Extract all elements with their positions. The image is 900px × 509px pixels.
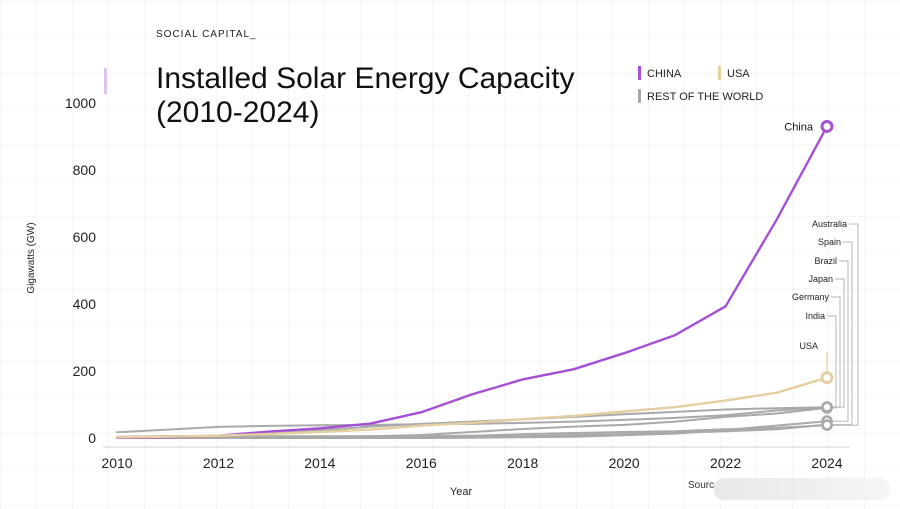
series-label-brazil: Brazil bbox=[814, 256, 837, 266]
series-label-spain: Spain bbox=[818, 237, 841, 247]
x-tick-label: 2016 bbox=[406, 455, 437, 471]
x-tick-label: 2010 bbox=[101, 455, 132, 471]
x-tick-label: 2022 bbox=[710, 455, 741, 471]
y-axis-ticks: 0 200 400 600 800 1000 bbox=[65, 95, 96, 446]
series-labels: China USA India Germany Japan Brazil Spain Aust… bbox=[784, 121, 847, 351]
series-line-china bbox=[115, 125, 829, 439]
series-label-australia: Australia bbox=[812, 219, 847, 229]
obscured-source-text bbox=[714, 478, 890, 500]
legend-item-usa: USA bbox=[718, 66, 750, 80]
x-tick-label: 2018 bbox=[507, 455, 538, 471]
end-markers bbox=[820, 119, 834, 431]
series-label-germany: Germany bbox=[792, 292, 830, 302]
series-label-usa: USA bbox=[799, 341, 818, 351]
chart-title: Installed Solar Energy Capacity (2010-20… bbox=[156, 62, 616, 130]
y-tick-label: 200 bbox=[73, 363, 97, 379]
end-marker-japan bbox=[821, 401, 833, 413]
legend-swatch-china bbox=[638, 66, 641, 80]
legend-label-rest-of-world: REST OF THE WORLD bbox=[647, 91, 764, 103]
x-axis-ticks: 2010 2012 2014 2016 2018 2020 2022 2024 bbox=[101, 455, 842, 471]
legend-item-rest-of-world: REST OF THE WORLD bbox=[638, 89, 763, 103]
end-marker-usa bbox=[820, 371, 834, 385]
end-marker-china bbox=[820, 119, 834, 133]
series-label-india: India bbox=[805, 311, 825, 321]
x-tick-label: 2020 bbox=[609, 455, 640, 471]
source-label: Sourc bbox=[688, 480, 715, 491]
connector-brazil bbox=[831, 260, 849, 422]
y-tick-label: 600 bbox=[73, 229, 97, 245]
title-line-2: (2010-2024) bbox=[156, 96, 320, 129]
y-tick-label: 0 bbox=[88, 430, 96, 446]
brand-logo-text: SOCIAL CAPITAL_ bbox=[156, 29, 257, 40]
y-tick-label: 1000 bbox=[65, 95, 96, 111]
accent-bar bbox=[104, 68, 107, 94]
title-line-1: Installed Solar Energy Capacity bbox=[156, 62, 575, 95]
series-label-japan: Japan bbox=[808, 274, 833, 284]
legend-swatch-usa bbox=[718, 66, 721, 80]
y-axis-label: Gigawatts (GW) bbox=[26, 222, 37, 293]
legend-label-usa: USA bbox=[727, 68, 750, 80]
x-axis-label: Year bbox=[450, 486, 473, 498]
x-tick-label: 2012 bbox=[203, 455, 234, 471]
y-tick-label: 400 bbox=[73, 296, 97, 312]
series-line-australia bbox=[116, 424, 828, 439]
connector-japan bbox=[831, 278, 845, 408]
end-marker-australia bbox=[821, 419, 833, 431]
x-tick-label: 2014 bbox=[304, 455, 335, 471]
series-line-usa bbox=[115, 376, 829, 439]
connector-india bbox=[827, 315, 837, 409]
legend-item-china: CHINA bbox=[638, 66, 681, 80]
connector-spain bbox=[831, 241, 853, 426]
series-lines bbox=[115, 125, 829, 439]
series-label-china: China bbox=[784, 121, 814, 133]
y-tick-label: 800 bbox=[73, 162, 97, 178]
x-tick-label: 2024 bbox=[811, 455, 842, 471]
label-connectors bbox=[826, 223, 859, 426]
legend-swatch-rest-of-world bbox=[638, 89, 641, 103]
legend-label-china: CHINA bbox=[647, 68, 682, 80]
connector-australia bbox=[831, 223, 859, 426]
